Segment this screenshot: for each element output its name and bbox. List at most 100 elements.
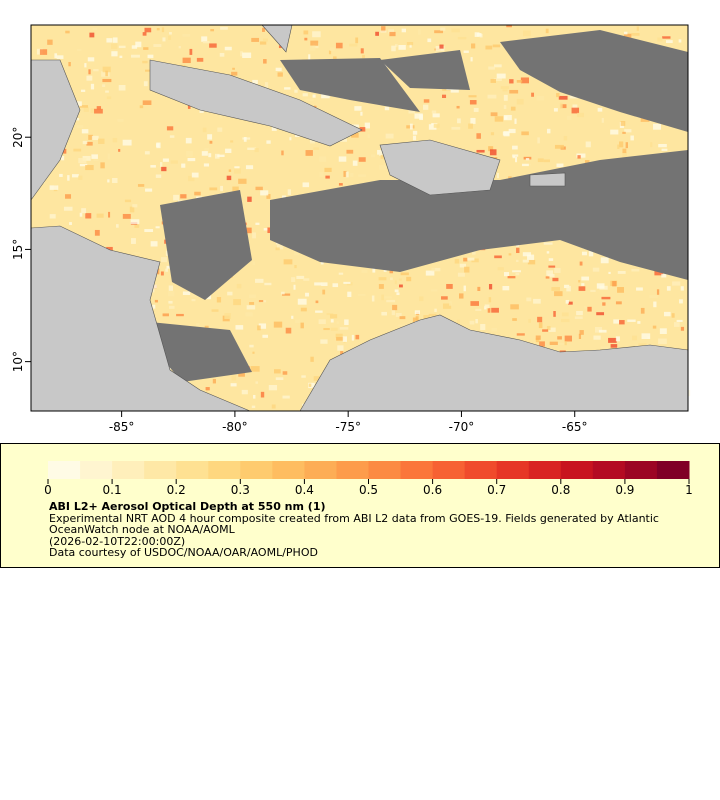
aerosol-speck (503, 94, 508, 101)
aerosol-speck (260, 391, 265, 398)
aerosol-speck (233, 168, 242, 174)
colorbar-tick-label: 1 (685, 483, 693, 496)
aerosol-speck (93, 69, 99, 72)
aerosol-speck (351, 132, 359, 138)
aerosol-speck (108, 211, 111, 218)
aerosol-speck (76, 125, 84, 129)
aerosol-speck (592, 267, 600, 272)
aerosol-speck (119, 55, 123, 59)
aerosol-speck (496, 173, 500, 179)
aerosol-speck (255, 186, 263, 191)
aerosol-speck (612, 281, 617, 287)
aerosol-speck (510, 106, 516, 111)
aerosol-speck (355, 37, 359, 44)
aerosol-speck (548, 258, 554, 261)
aerosol-speck (309, 45, 316, 51)
aerosol-speck (527, 254, 535, 261)
aerosol-speck (662, 36, 671, 39)
aerosol-speck (69, 222, 72, 225)
aerosol-speck (233, 299, 241, 306)
aerosol-speck (170, 160, 178, 164)
aerosol-speck (546, 128, 551, 134)
aerosol-speck (561, 312, 569, 317)
aerosol-speck (485, 45, 493, 50)
aerosol-speck (84, 63, 87, 68)
aerosol-speck (160, 271, 164, 276)
aerosol-speck (180, 194, 187, 199)
aerosol-speck (394, 44, 398, 48)
aerosol-speck (597, 107, 603, 112)
aerosol-speck (68, 62, 71, 67)
aerosol-speck (90, 108, 96, 113)
aerosol-speck (160, 257, 168, 263)
aerosol-speck (357, 293, 366, 296)
aerosol-speck (553, 311, 556, 317)
aerosol-speck (536, 95, 545, 101)
aerosol-speck (87, 57, 95, 62)
aerosol-speck (302, 93, 308, 97)
aerosol-speck (145, 69, 152, 72)
colorbar-bin (368, 461, 402, 479)
aerosol-speck (442, 303, 452, 309)
aerosol-speck (295, 319, 300, 324)
aerosol-speck (54, 53, 58, 59)
aerosol-speck (238, 370, 245, 377)
aerosol-speck (579, 330, 584, 335)
aerosol-speck (94, 108, 103, 114)
aerosol-speck (322, 289, 326, 295)
aerosol-speck (431, 110, 437, 114)
colorbar-tick-label: 0.1 (103, 483, 122, 496)
aerosol-speck (302, 182, 310, 188)
aerosol-speck (49, 214, 56, 219)
aerosol-speck (451, 126, 461, 130)
aerosol-speck (202, 127, 207, 133)
aerosol-speck (254, 148, 259, 153)
aerosol-speck (277, 72, 283, 77)
aerosol-speck (243, 136, 247, 142)
aerosol-speck (512, 270, 521, 273)
aerosol-speck (122, 139, 132, 146)
aerosol-speck (503, 105, 507, 110)
aerosol-speck (209, 140, 213, 144)
aerosol-speck (547, 274, 555, 278)
aerosol-speck (81, 89, 86, 92)
aerosol-speck (249, 344, 254, 348)
aerosol-speck (251, 405, 256, 409)
aerosol-speck (116, 224, 119, 228)
aerosol-speck (564, 341, 567, 346)
aerosol-speck (324, 167, 332, 173)
aerosol-speck (85, 165, 94, 171)
aerosol-speck (282, 371, 288, 375)
aerosol-speck (182, 291, 191, 296)
aerosol-speck (398, 278, 402, 281)
aerosol-speck (305, 98, 314, 101)
aerosol-speck (203, 163, 210, 167)
aerosol-speck (312, 94, 316, 98)
colorbar-tick-label: 0.2 (167, 483, 186, 496)
aerosol-speck (509, 79, 514, 84)
aerosol-speck (338, 156, 347, 162)
aerosol-speck (319, 172, 324, 177)
aerosol-speck (74, 117, 80, 121)
aerosol-speck (262, 27, 265, 32)
aerosol-speck (581, 283, 585, 286)
aerosol-speck (96, 213, 104, 218)
aerosol-speck (508, 253, 512, 256)
aerosol-speck (326, 313, 334, 316)
aerosol-speck (504, 116, 508, 120)
aerosol-speck (60, 155, 65, 161)
aerosol-speck (521, 163, 529, 167)
aerosol-speck (572, 104, 578, 110)
aerosol-speck (527, 259, 536, 265)
aerosol-speck (521, 131, 529, 136)
aerosol-speck (173, 194, 180, 201)
aerosol-speck (330, 327, 338, 331)
aerosol-speck (186, 150, 193, 157)
aerosol-speck (147, 54, 154, 59)
aerosol-speck (512, 145, 518, 150)
aerosol-speck (107, 179, 110, 183)
aerosol-speck (275, 247, 280, 251)
aerosol-speck (502, 131, 510, 136)
aerosol-speck (271, 126, 277, 131)
aerosol-speck (162, 37, 166, 42)
